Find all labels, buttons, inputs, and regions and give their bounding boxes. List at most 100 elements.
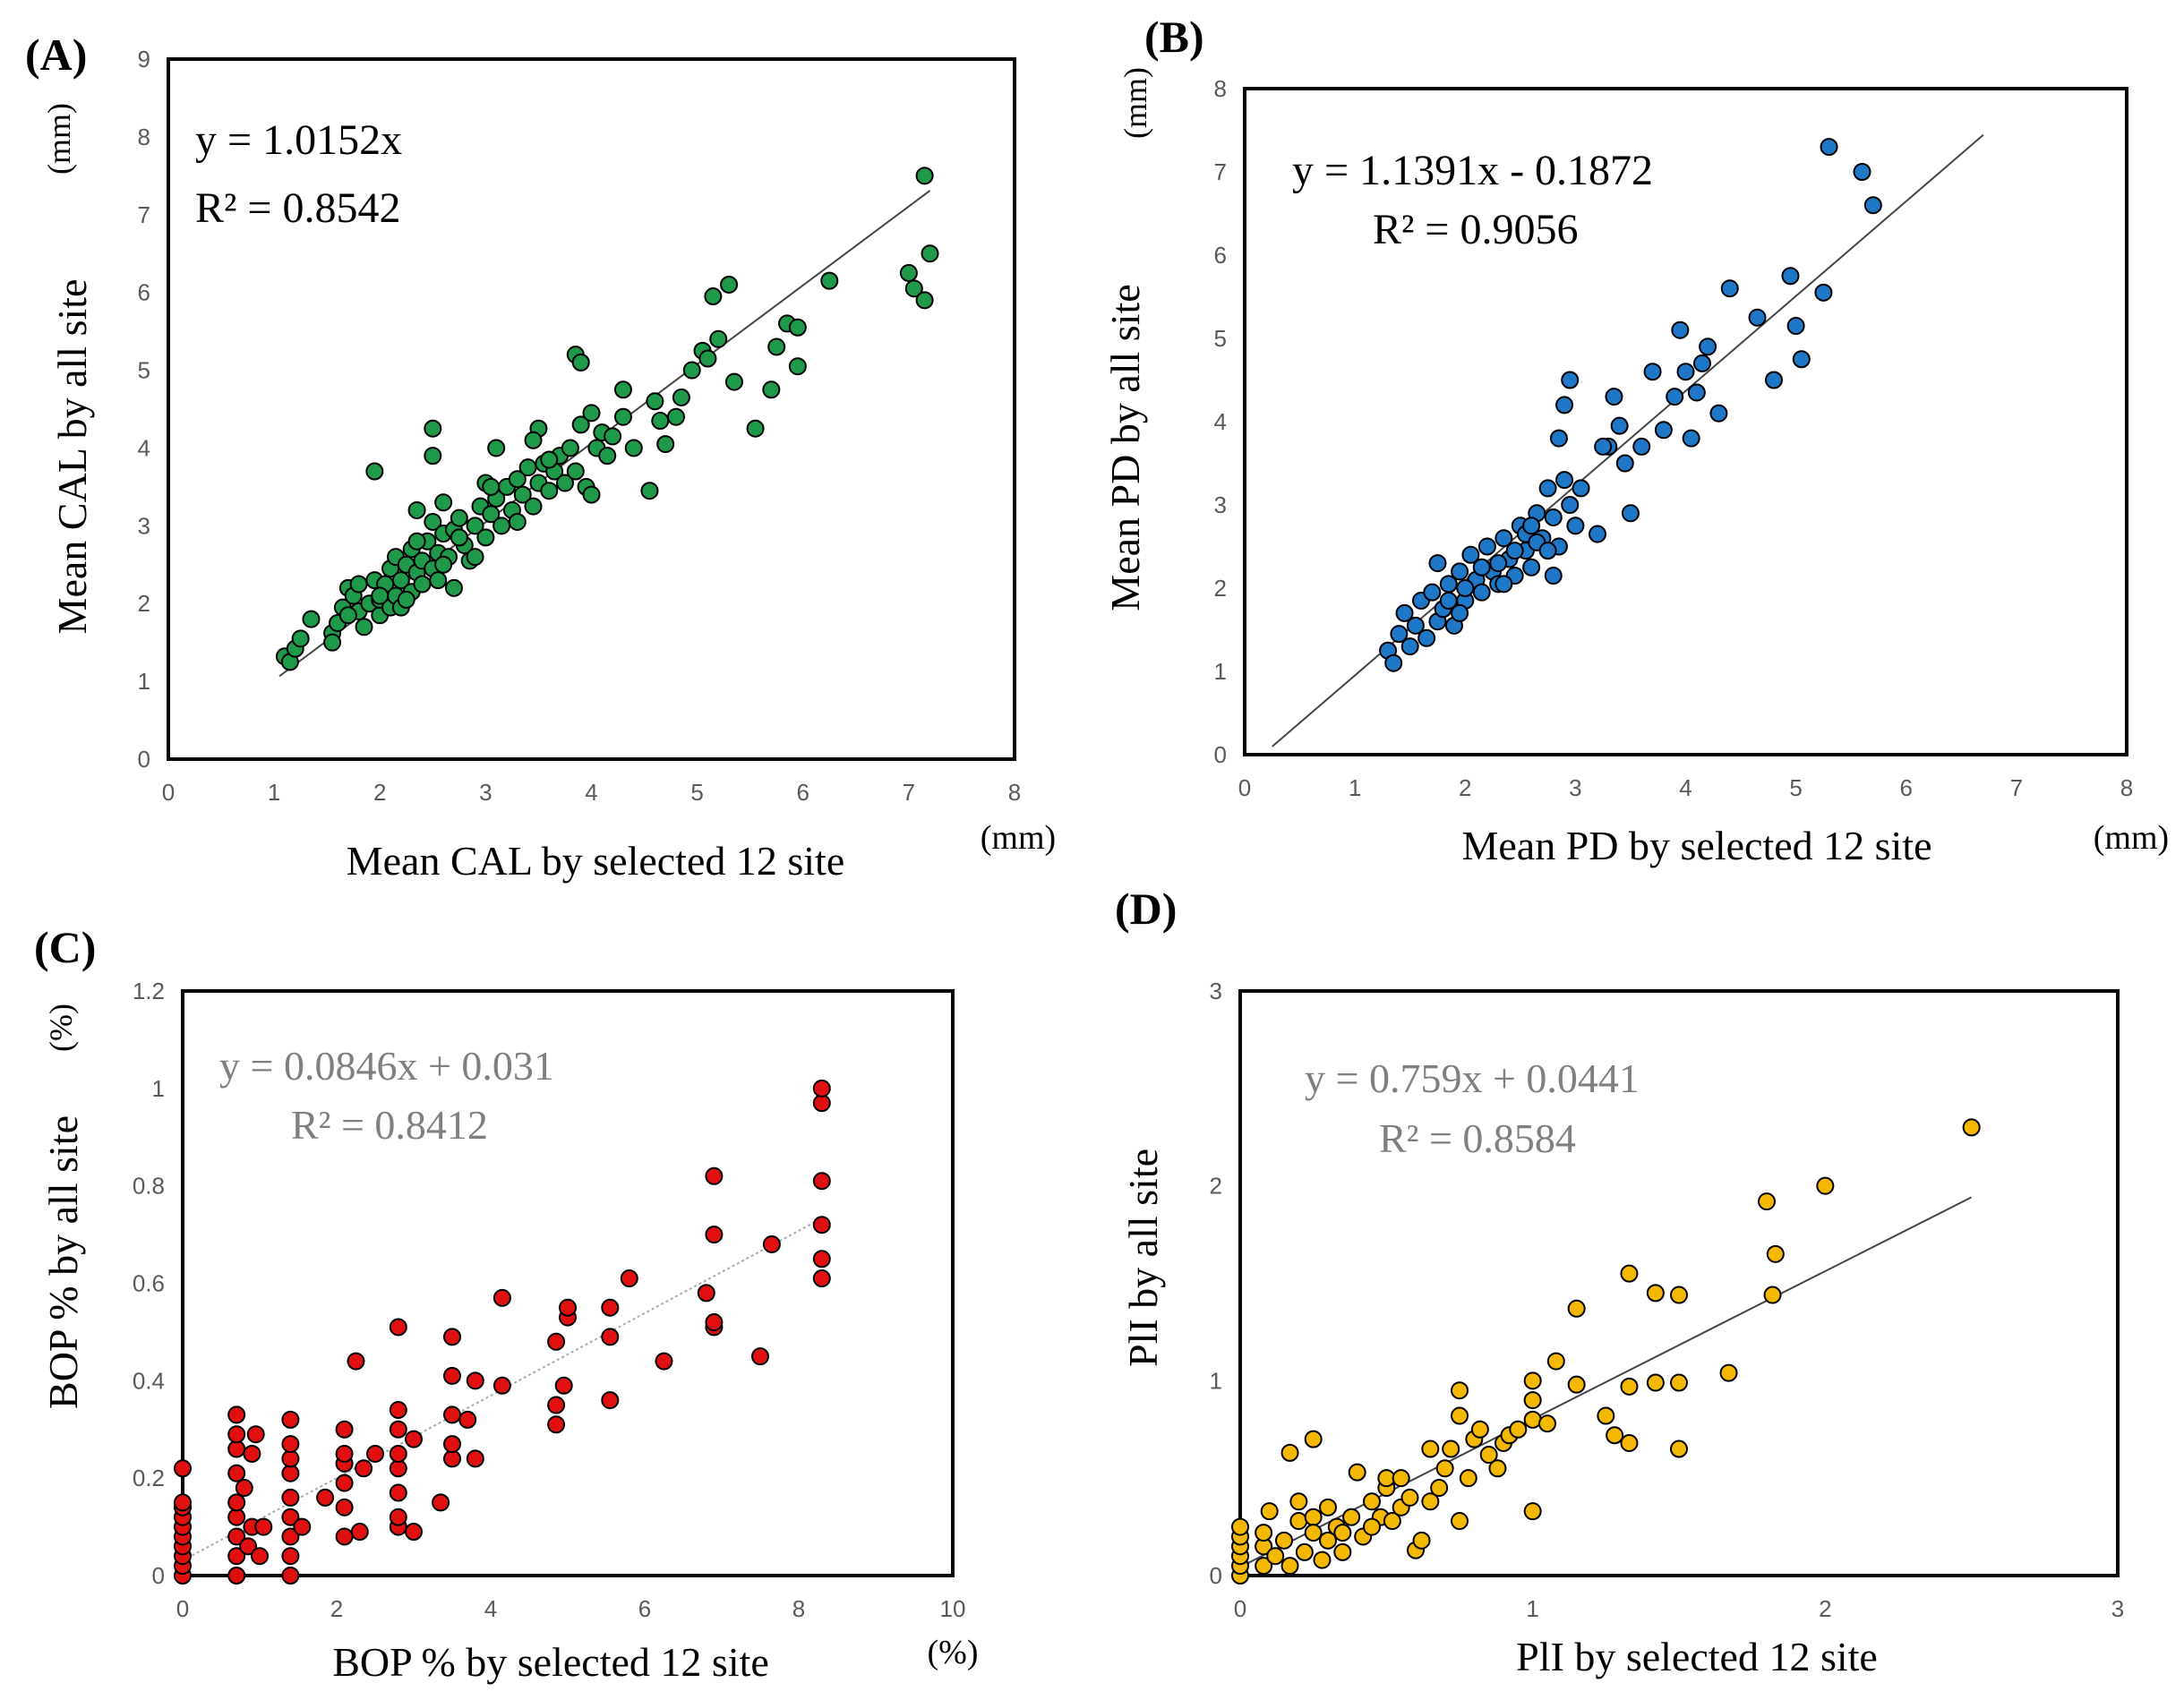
data-point (540, 450, 559, 469)
x-tick-label: 0 (1238, 774, 1251, 801)
data-point (443, 1366, 461, 1385)
y-tick-label: 0.8 (133, 1173, 165, 1200)
data-point (1620, 1264, 1639, 1283)
data-point (1383, 1512, 1401, 1531)
data-point (1319, 1531, 1337, 1550)
data-point (1461, 545, 1480, 564)
data-point (1546, 1352, 1565, 1371)
data-point (1654, 421, 1673, 440)
y-tick-labels: 0 1 2 3 4 5 6 7 8 (1214, 75, 1227, 768)
x-tick-label: 1 (1349, 774, 1361, 801)
data-point (1442, 1439, 1460, 1458)
data-point (254, 1517, 273, 1536)
y-tick-labels: 0 0.2 0.4 0.6 0.8 1 1.2 (133, 978, 165, 1589)
data-point (338, 606, 357, 625)
data-point (281, 1508, 300, 1526)
data-point (389, 1483, 407, 1502)
data-point (335, 1527, 354, 1546)
data-point (1555, 471, 1574, 490)
data-point (746, 419, 765, 438)
data-point (366, 1444, 384, 1463)
data-point (335, 1444, 354, 1463)
data-point (482, 477, 501, 496)
data-point (227, 1527, 246, 1546)
data-point (812, 1079, 831, 1098)
x-tick-label: 2 (330, 1595, 343, 1622)
data-point (524, 431, 543, 449)
data-point (1620, 1433, 1639, 1452)
data-point (540, 482, 559, 500)
data-point (443, 1328, 461, 1346)
x-axis-label: Mean CAL by selected 12 site (347, 838, 845, 884)
y-tick-labels: 0 1 2 3 4 5 6 7 8 9 (138, 46, 150, 773)
data-point (613, 380, 632, 399)
data-point (316, 1488, 335, 1507)
x-tick-label: 3 (479, 779, 492, 806)
y-axis-label: BOP % by all site (40, 1115, 86, 1409)
data-point (555, 474, 574, 492)
data-point (667, 407, 685, 426)
data-point (1479, 1446, 1498, 1465)
data-point (624, 439, 643, 457)
data-point (508, 470, 527, 489)
data-point (1594, 437, 1613, 456)
data-point (1280, 1557, 1299, 1576)
data-point (466, 517, 484, 535)
data-point (762, 380, 781, 399)
data-point (601, 1328, 620, 1346)
data-point (1280, 1443, 1299, 1462)
data-point (1646, 1284, 1665, 1303)
data-point (424, 447, 442, 466)
data-point (355, 618, 373, 636)
data-point (705, 1226, 724, 1244)
data-point (598, 447, 617, 466)
data-point (812, 1269, 831, 1288)
data-point (302, 610, 321, 628)
data-point (492, 517, 511, 535)
y-tick-label: 7 (1214, 158, 1227, 185)
trend-line (1239, 1196, 1973, 1568)
data-point (1255, 1524, 1273, 1542)
data-point (561, 439, 579, 457)
data-point (724, 372, 743, 391)
data-point (1758, 1192, 1776, 1211)
regression-equation: y = 0.759x + 0.0441 (1305, 1055, 1640, 1101)
data-point (492, 1376, 511, 1395)
data-point (1555, 396, 1574, 414)
data-point (1610, 416, 1629, 435)
x-axis-label: PlI by selected 12 site (1516, 1634, 1878, 1679)
data-point (335, 1474, 354, 1492)
data-point (1676, 363, 1695, 381)
y-axis-unit: (mm) (41, 103, 77, 175)
data-point (1421, 1492, 1440, 1511)
data-point (1451, 603, 1469, 622)
data-point (1523, 1410, 1542, 1429)
data-point (518, 458, 537, 477)
data-point (291, 629, 310, 648)
data-point (656, 435, 675, 454)
data-point (1295, 1542, 1314, 1561)
data-point (613, 407, 632, 426)
data-point (1231, 1517, 1249, 1536)
r-squared: R² = 0.8584 (1379, 1115, 1576, 1161)
data-point (227, 1439, 246, 1458)
data-point (1472, 558, 1491, 577)
data-point (1363, 1517, 1381, 1536)
data-point (1666, 388, 1684, 406)
data-point (1304, 1508, 1323, 1526)
data-point (1792, 350, 1811, 369)
data-point (899, 263, 918, 282)
data-point (1682, 429, 1700, 448)
data-point (239, 1537, 258, 1556)
x-tick-label: 3 (1569, 774, 1581, 801)
x-tick-labels: 0 2 4 6 8 10 (176, 1595, 966, 1622)
data-point (407, 532, 426, 551)
plot-area (181, 989, 955, 1577)
data-point (547, 1332, 566, 1351)
data-point (1646, 1373, 1665, 1392)
x-tick-labels: 0 1 2 3 4 5 6 7 8 (162, 779, 1021, 806)
data-point (1451, 1406, 1469, 1425)
data-point (1538, 1414, 1556, 1433)
y-axis-label: Mean PD by all site (1102, 284, 1148, 611)
data-point (1395, 603, 1414, 622)
